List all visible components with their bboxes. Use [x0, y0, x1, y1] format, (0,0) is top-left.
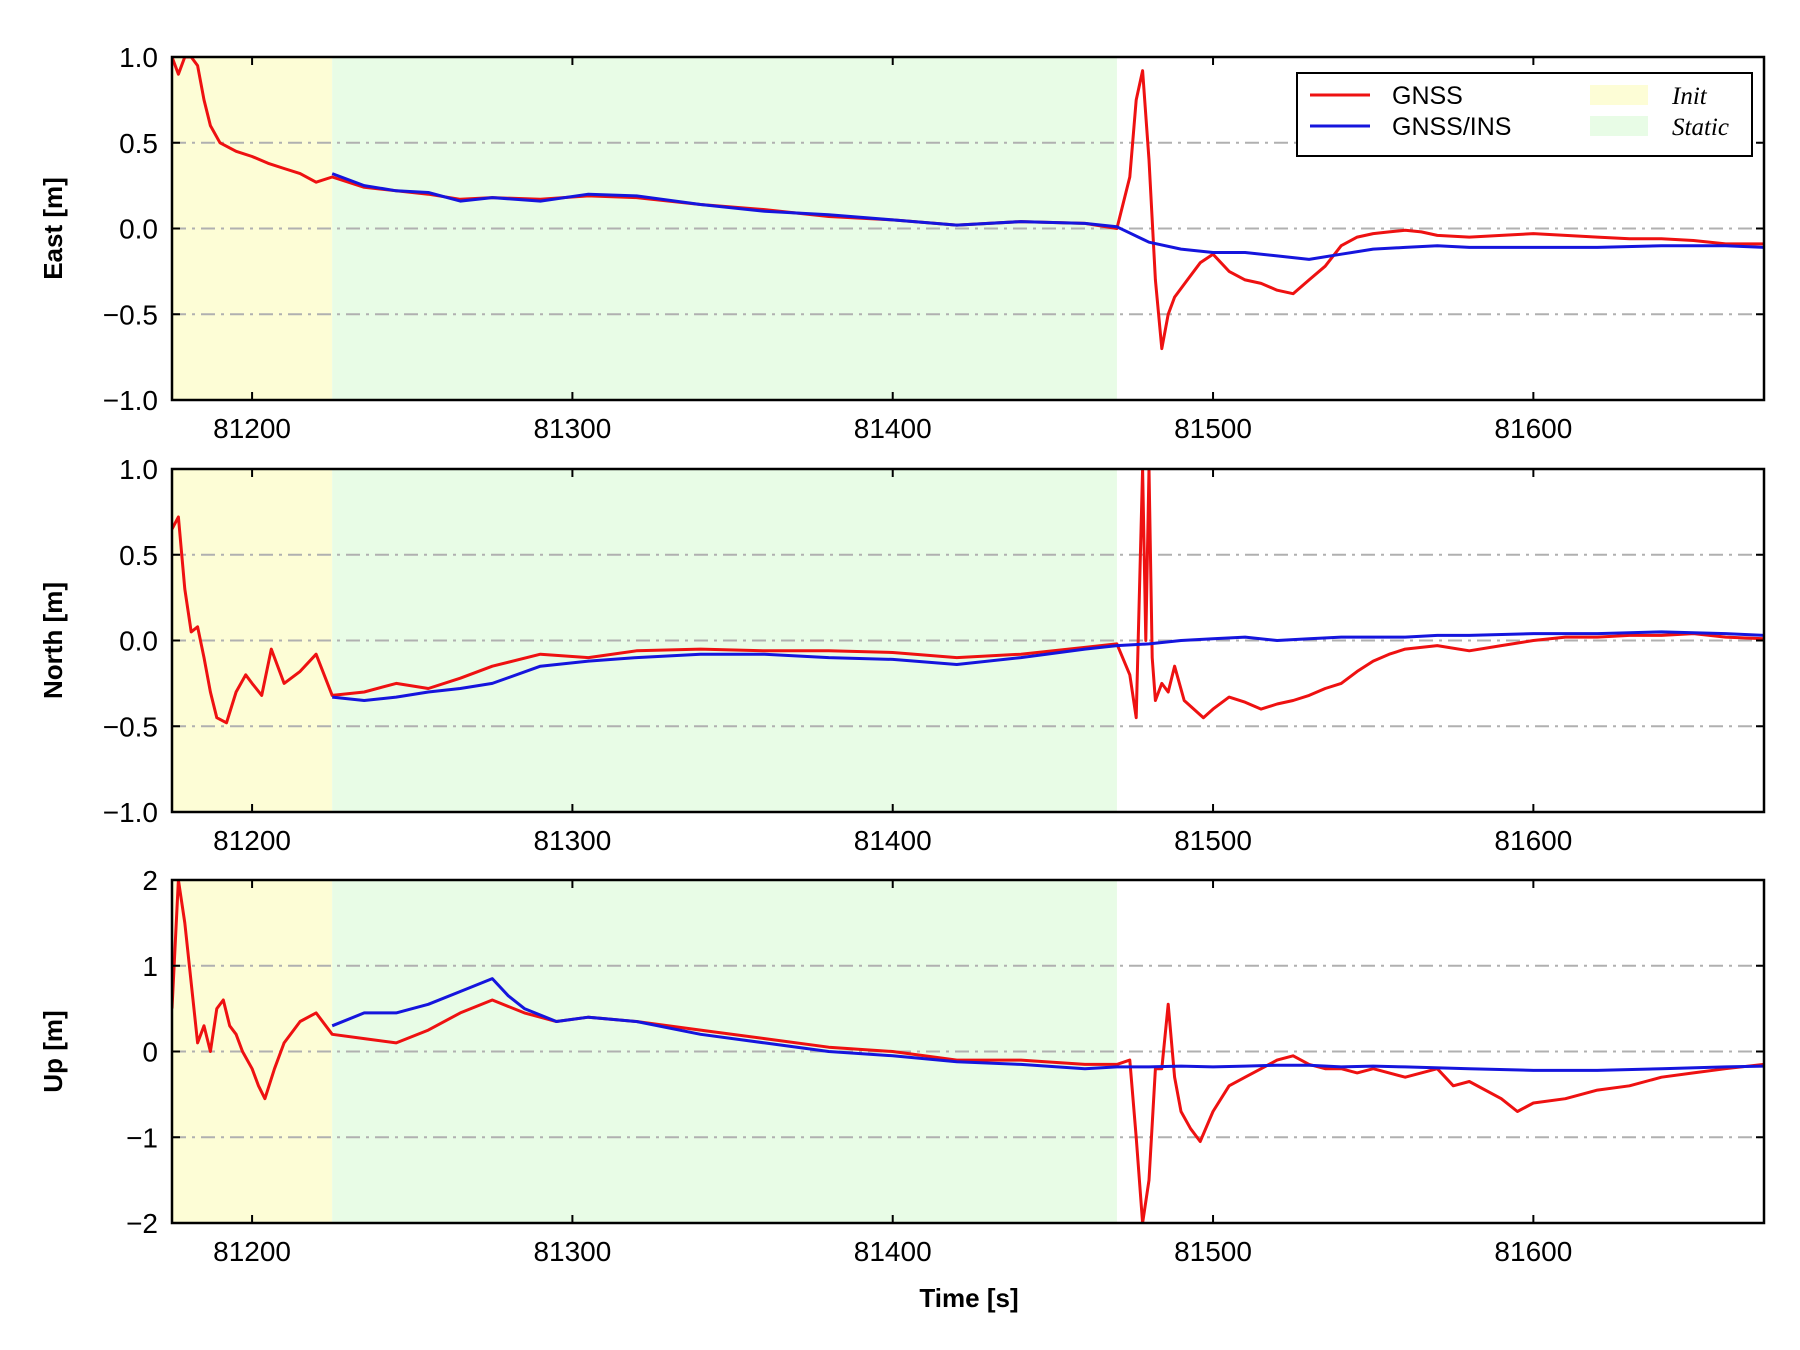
- y-tick-label: 0.0: [119, 626, 158, 657]
- x-tick-label: 81300: [533, 413, 611, 444]
- series-line-gnss-ins: [331, 977, 1764, 1072]
- x-tick-label: 81400: [854, 413, 932, 444]
- y-tick-label: 0.5: [119, 128, 158, 159]
- panel-3: 81200 81300 81400 81500 81600 −2 −1 0 1 2 Up [m]: [38, 865, 1766, 1267]
- y-axis-label: Up [m]: [38, 1010, 68, 1092]
- panels: 81200 81300 81400 81500 81600 −1.0 −0.5 0.0 0.5 1…: [38, 42, 1766, 1267]
- x-tick-label: 81500: [1174, 1236, 1252, 1267]
- legend-gnss-ins-label: GNSS/INS: [1392, 113, 1511, 141]
- x-tick-label: 81400: [854, 1236, 932, 1267]
- x-tick-label: 81400: [854, 825, 932, 856]
- series-group: [172, 880, 1764, 1223]
- x-tick-label: 81500: [1174, 825, 1252, 856]
- panel-1: 81200 81300 81400 81500 81600 −1.0 −0.5 0.0 0.5 1…: [38, 42, 1766, 444]
- series-line-gnss: [172, 57, 1764, 351]
- x-tick-label: 81300: [533, 1236, 611, 1267]
- legend-init-swatch: [1590, 85, 1648, 105]
- y-tick-label: 0.5: [119, 540, 158, 571]
- series-line-gnss-ins: [332, 630, 1764, 702]
- x-tick-label: 81200: [213, 413, 291, 444]
- y-tick-label: 0: [142, 1037, 158, 1068]
- series-line-gnss-ins: [331, 172, 1764, 261]
- y-tick-label: 1.0: [119, 454, 158, 485]
- y-tick-label: −0.5: [103, 711, 158, 742]
- y-axis-label: East [m]: [38, 177, 68, 280]
- y-tick-label: −1.0: [103, 385, 158, 416]
- legend-frame: [1296, 72, 1753, 157]
- y-tick-label: 1.0: [119, 42, 158, 73]
- x-tick-label: 81300: [533, 825, 611, 856]
- y-tick-label: −1.0: [103, 797, 158, 828]
- legend-static-label: Static: [1672, 114, 1729, 141]
- x-tick-label: 81200: [213, 1236, 291, 1267]
- legend-init-label: Init: [1671, 83, 1708, 110]
- x-tick-label: 81500: [1174, 413, 1252, 444]
- x-tick-label: 81200: [213, 825, 291, 856]
- x-tick-label: 81600: [1494, 413, 1572, 444]
- y-tick-label: −2: [126, 1208, 158, 1239]
- legend-static-swatch: [1590, 116, 1648, 136]
- x-axis-label: Time [s]: [919, 1283, 1018, 1313]
- x-tick-label: 81600: [1494, 825, 1572, 856]
- legend: GNSS GNSS/INS Init Static: [1296, 72, 1753, 157]
- y-tick-label: 2: [142, 865, 158, 896]
- y-tick-label: −0.5: [103, 299, 158, 330]
- y-axis-label: North [m]: [38, 582, 68, 699]
- panel-2: 81200 81300 81400 81500 81600 −1.0 −0.5 0.0 0.5 1…: [38, 454, 1766, 856]
- x-tick-label: 81600: [1494, 1236, 1572, 1267]
- y-tick-label: 0.0: [119, 214, 158, 245]
- series-group: [172, 57, 1764, 351]
- y-tick-label: −1: [126, 1122, 158, 1153]
- legend-gnss-label: GNSS: [1392, 82, 1463, 110]
- y-tick-label: 1: [142, 951, 158, 982]
- series-group: [172, 469, 1764, 725]
- series-line-gnss: [172, 469, 1764, 725]
